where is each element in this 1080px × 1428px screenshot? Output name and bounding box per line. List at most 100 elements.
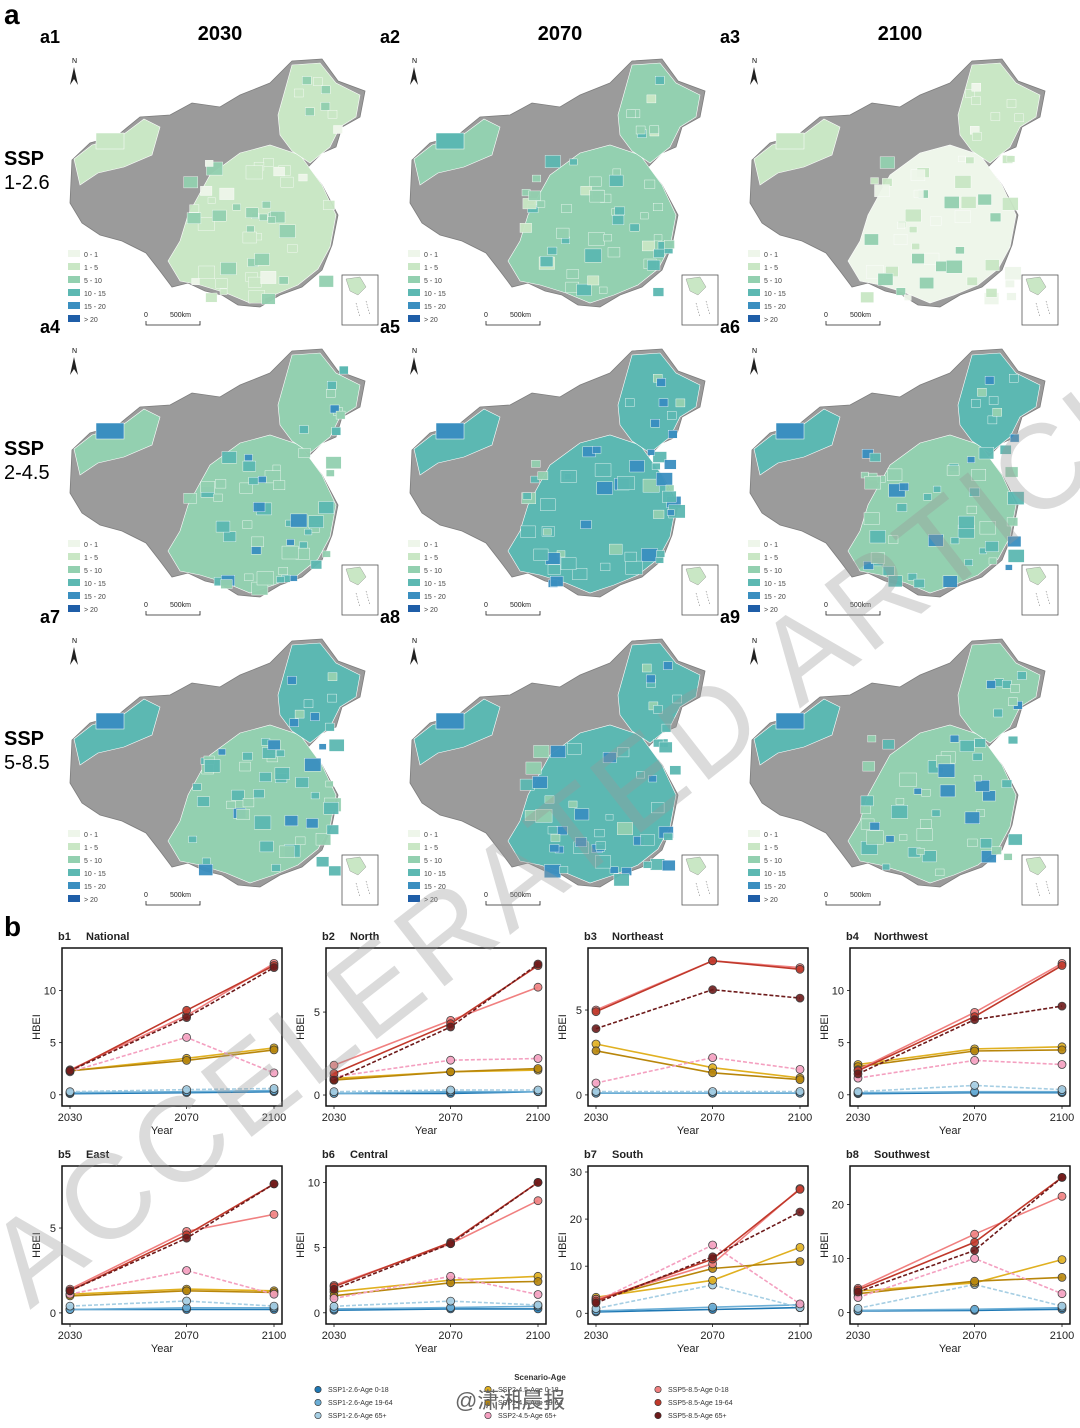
map-region-cell bbox=[328, 739, 345, 752]
data-point bbox=[533, 1290, 543, 1299]
x-tick-label: 2100 bbox=[788, 1112, 812, 1124]
chart-title: Central bbox=[350, 1149, 388, 1161]
data-point bbox=[970, 1254, 979, 1263]
map-region-cell bbox=[221, 451, 237, 464]
map-legend-swatch bbox=[408, 579, 420, 586]
map-region-cell bbox=[259, 772, 272, 783]
map-legend-label: 10 - 15 bbox=[424, 871, 446, 878]
map-region-cell bbox=[1006, 517, 1019, 527]
map-legend-label: 5 - 10 bbox=[764, 858, 782, 865]
map-region-cell bbox=[662, 859, 676, 871]
map-region-cell bbox=[933, 485, 942, 493]
data-point bbox=[853, 1087, 863, 1097]
map-region-cell bbox=[990, 112, 1001, 121]
map-legend-swatch bbox=[68, 302, 80, 309]
map-region-cell bbox=[273, 480, 286, 491]
data-point bbox=[795, 1087, 805, 1096]
data-point bbox=[446, 1239, 455, 1249]
ssp-label-line2: 5-8.5 bbox=[4, 752, 50, 774]
map-region-cell bbox=[647, 449, 656, 456]
map-legend-label: 1 - 5 bbox=[424, 265, 438, 272]
map-legend-swatch bbox=[408, 289, 420, 296]
map-legend-swatch bbox=[408, 250, 420, 257]
legend-item: SSP2-4.5-Age 0-18 bbox=[498, 1387, 559, 1394]
map-region-cell bbox=[325, 456, 342, 469]
map-region-cell bbox=[935, 868, 945, 877]
map-region-cell bbox=[1003, 853, 1013, 861]
inset-dashes bbox=[1035, 880, 1051, 898]
map-region-cell bbox=[532, 174, 542, 183]
x-axis-title: Year bbox=[415, 1125, 438, 1137]
y-tick-label: 10 bbox=[570, 1261, 582, 1273]
map-region-cell bbox=[561, 204, 572, 213]
map-legend-label: > 20 bbox=[764, 607, 778, 614]
data-point bbox=[708, 1302, 717, 1312]
map-region-cell bbox=[656, 378, 666, 387]
region-northeast bbox=[277, 62, 361, 164]
map-region-cell bbox=[183, 492, 197, 504]
map-region-cell bbox=[984, 376, 995, 385]
map-region-cell bbox=[667, 509, 675, 516]
map-region-hotspot bbox=[775, 132, 805, 150]
map-region-cell bbox=[954, 210, 971, 224]
map-region-cell bbox=[651, 462, 661, 470]
map-region-cell bbox=[939, 784, 956, 798]
map-region-cell bbox=[882, 739, 895, 750]
map-region-cell bbox=[198, 863, 213, 876]
map-panel-a1: a1 N 0 - 1 1 - 5 5 - 10 10 - 15 15 - 20 > 20 0 50… bbox=[40, 27, 379, 326]
plot-frame bbox=[325, 1165, 547, 1325]
data-point bbox=[182, 1266, 191, 1275]
map-legend-swatch bbox=[68, 315, 80, 322]
data-point bbox=[795, 964, 805, 974]
map-region-cell bbox=[612, 168, 621, 176]
map-region-cell bbox=[860, 805, 871, 814]
map-region-cell bbox=[966, 276, 978, 286]
legend-marker bbox=[654, 1399, 662, 1407]
map-legend-label: > 20 bbox=[424, 607, 438, 614]
map-legend-label: 1 - 5 bbox=[424, 555, 438, 562]
chart-label: b4 bbox=[846, 931, 860, 943]
map-region-cell bbox=[609, 543, 623, 555]
plot-frame bbox=[325, 947, 547, 1107]
map-region-cell bbox=[960, 196, 977, 209]
map-region-cell bbox=[535, 809, 553, 823]
data-point bbox=[533, 959, 543, 969]
map-region-cell bbox=[967, 456, 976, 463]
map-legend-swatch bbox=[408, 592, 420, 599]
map-region-cell bbox=[333, 125, 343, 134]
data-point bbox=[182, 1085, 191, 1095]
map-panel-a6: a6 N 0 - 1 1 - 5 5 - 10 10 - 15 15 - 20 > 20 0 50… bbox=[720, 317, 1059, 616]
legend-title: Scenario-Age bbox=[514, 1373, 566, 1382]
x-tick-label: 2100 bbox=[262, 1330, 286, 1342]
map-region-cell bbox=[971, 399, 981, 408]
data-point bbox=[795, 1065, 805, 1074]
map-region-cell bbox=[304, 528, 313, 536]
scale-bar bbox=[825, 901, 881, 906]
map-legend-label: > 20 bbox=[424, 317, 438, 324]
inset-land bbox=[345, 276, 367, 296]
map-region-cell bbox=[245, 207, 259, 218]
map-region-cell bbox=[664, 459, 677, 470]
map-region-cell bbox=[260, 271, 277, 284]
data-point bbox=[795, 1243, 805, 1252]
map-legend-label: 15 - 20 bbox=[764, 594, 786, 601]
y-tick-label: 5 bbox=[314, 1007, 320, 1019]
map-region-cell bbox=[907, 572, 918, 581]
map-panel-a8: a8 N 0 - 1 1 - 5 5 - 10 10 - 15 15 - 20 > 20 0 50… bbox=[380, 607, 719, 906]
map-label-a1: a1 bbox=[40, 27, 60, 47]
map-region-cell bbox=[916, 828, 933, 842]
map-legend-swatch bbox=[408, 540, 420, 547]
scale-bar bbox=[485, 901, 541, 906]
map-region-cell bbox=[993, 708, 1003, 718]
map-legend-swatch bbox=[68, 830, 80, 837]
map-region-cell bbox=[971, 96, 981, 105]
map-legend-label: > 20 bbox=[424, 897, 438, 904]
map-region-cell bbox=[629, 223, 640, 232]
map-legend-swatch bbox=[68, 592, 80, 599]
map-region-cell bbox=[656, 550, 665, 558]
map-region-cell bbox=[278, 567, 289, 575]
map-region-cell bbox=[588, 232, 605, 246]
map-legend-swatch bbox=[68, 869, 80, 876]
north-label: N bbox=[412, 348, 417, 355]
map-region-cell bbox=[197, 796, 210, 807]
